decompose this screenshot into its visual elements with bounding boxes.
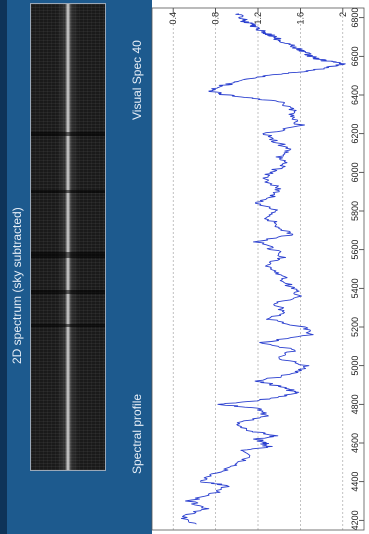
y-tick-label: 0.4 (168, 12, 178, 25)
series-line (180, 13, 346, 525)
absorption-band (31, 290, 105, 294)
x-tick-label: 5400 (350, 278, 360, 298)
header-edge (0, 0, 7, 534)
absorption-band (31, 132, 105, 136)
x-tick-label: 4600 (350, 433, 360, 453)
x-tick-label: 6600 (350, 46, 360, 66)
x-tick-label: 5200 (350, 317, 360, 337)
x-tick-label: 5800 (350, 201, 360, 221)
x-tick-label: 4400 (350, 472, 360, 492)
x-tick-label: 4800 (350, 394, 360, 414)
x-tick-label: 6000 (350, 162, 360, 182)
x-tick-label: 4200 (350, 510, 360, 530)
x-tick-label: 6800 (350, 8, 360, 28)
x-tick-label: 5600 (350, 240, 360, 260)
absorption-band (31, 252, 105, 258)
spectrum-trace (65, 4, 71, 470)
spectrum-2d-image (30, 3, 106, 471)
y-tick-label: 2 (338, 12, 348, 17)
x-tick-label: 5000 (350, 356, 360, 376)
absorption-band (31, 190, 105, 193)
y-tick-label: 1.6 (295, 12, 305, 25)
plot-frame (151, 7, 365, 531)
absorption-band (31, 324, 105, 327)
x-tick-label: 6200 (350, 124, 360, 144)
y-tick-label: 0.8 (211, 12, 221, 25)
y-tick-label: 1.2 (253, 12, 263, 25)
x-tick-label: 6400 (350, 85, 360, 105)
